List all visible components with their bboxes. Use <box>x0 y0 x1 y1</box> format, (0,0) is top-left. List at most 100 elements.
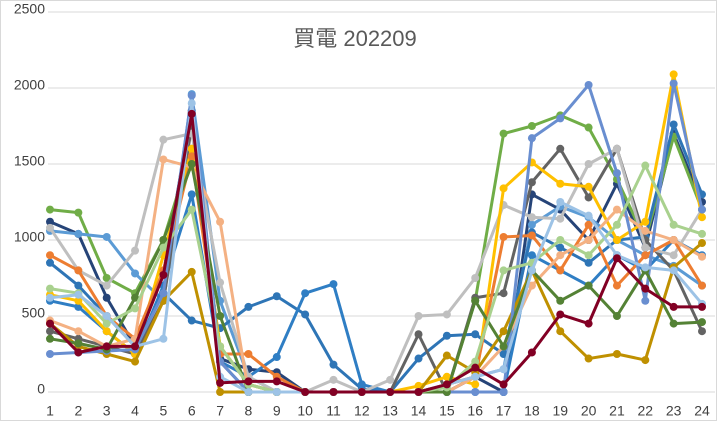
data-point <box>102 319 111 328</box>
data-point <box>669 266 678 275</box>
data-point <box>159 236 168 244</box>
data-point <box>216 312 225 320</box>
data-point <box>216 278 225 287</box>
data-point <box>527 251 536 260</box>
data-point <box>187 190 196 199</box>
data-point <box>46 251 54 260</box>
data-point <box>301 388 310 396</box>
data-point <box>527 281 536 290</box>
data-point <box>584 220 593 229</box>
data-point <box>556 236 565 244</box>
data-point <box>499 129 508 138</box>
data-point <box>698 281 706 290</box>
data-point <box>527 266 536 275</box>
x-tick-label: 6 <box>188 403 196 419</box>
data-point <box>46 258 54 267</box>
x-tick-label: 17 <box>496 403 512 419</box>
data-point <box>499 365 508 374</box>
data-point <box>471 363 480 372</box>
data-point <box>329 375 338 384</box>
data-point <box>499 232 508 241</box>
data-point <box>471 357 480 366</box>
data-point <box>187 316 196 325</box>
data-point <box>329 360 338 369</box>
data-point <box>414 330 423 339</box>
data-point <box>46 350 54 358</box>
data-point <box>641 251 650 260</box>
data-point <box>499 380 508 389</box>
data-point <box>187 109 196 118</box>
data-point <box>272 353 281 362</box>
data-point <box>641 263 650 272</box>
data-point <box>414 354 423 363</box>
data-point <box>414 312 423 320</box>
data-point <box>698 252 706 261</box>
data-point <box>641 356 650 365</box>
data-point <box>698 205 706 214</box>
data-point <box>471 330 480 339</box>
x-tick-label: 24 <box>694 403 710 419</box>
data-point <box>698 318 706 327</box>
x-tick-label: 22 <box>638 403 654 419</box>
data-point <box>612 254 621 263</box>
x-tick-label: 7 <box>216 403 224 419</box>
data-point <box>357 380 366 389</box>
data-point <box>414 388 423 396</box>
x-tick-label: 4 <box>131 403 139 419</box>
y-tick-label: 2500 <box>14 1 45 17</box>
x-tick-label: 2 <box>74 403 82 419</box>
data-point <box>46 217 54 226</box>
data-point <box>244 350 253 358</box>
data-point <box>102 293 111 302</box>
data-point <box>46 293 54 302</box>
data-point <box>612 350 621 358</box>
data-point <box>698 239 706 248</box>
data-point <box>641 243 650 252</box>
data-point <box>159 155 168 164</box>
data-point <box>442 331 451 340</box>
x-tick-label: 23 <box>666 403 682 419</box>
data-point <box>669 319 678 328</box>
data-point <box>556 114 565 123</box>
data-point <box>159 135 168 144</box>
data-point <box>527 231 536 240</box>
series-line <box>49 192 703 394</box>
x-tick-label: 20 <box>581 403 597 419</box>
data-point <box>471 296 480 305</box>
data-point <box>584 182 593 191</box>
data-point <box>612 220 621 229</box>
data-point <box>244 388 253 396</box>
data-point <box>386 375 395 384</box>
data-point <box>244 377 253 386</box>
data-point <box>499 289 508 298</box>
data-point <box>159 270 168 279</box>
data-point <box>74 290 83 299</box>
x-tick-label: 19 <box>552 403 568 419</box>
data-point <box>584 281 593 290</box>
data-point <box>301 289 310 298</box>
y-tick-label: 1500 <box>14 153 45 169</box>
data-point <box>641 296 650 305</box>
data-point <box>584 251 593 260</box>
data-point <box>74 229 83 238</box>
data-point <box>556 144 565 153</box>
x-tick-label: 21 <box>609 403 625 419</box>
x-tick-label: 11 <box>326 403 341 419</box>
data-point <box>527 122 536 130</box>
data-point <box>74 339 83 348</box>
data-point <box>669 251 678 260</box>
data-point <box>102 274 111 282</box>
data-point <box>74 208 83 217</box>
data-point <box>442 380 451 389</box>
data-point <box>131 342 140 351</box>
data-point <box>159 289 168 298</box>
data-point <box>471 274 480 282</box>
data-point <box>612 205 621 214</box>
data-point <box>244 302 253 311</box>
y-tick-label: 500 <box>22 305 46 321</box>
data-point <box>584 354 593 363</box>
data-point <box>46 327 54 336</box>
data-point <box>499 266 508 275</box>
data-point <box>584 319 593 328</box>
data-point <box>556 251 565 260</box>
